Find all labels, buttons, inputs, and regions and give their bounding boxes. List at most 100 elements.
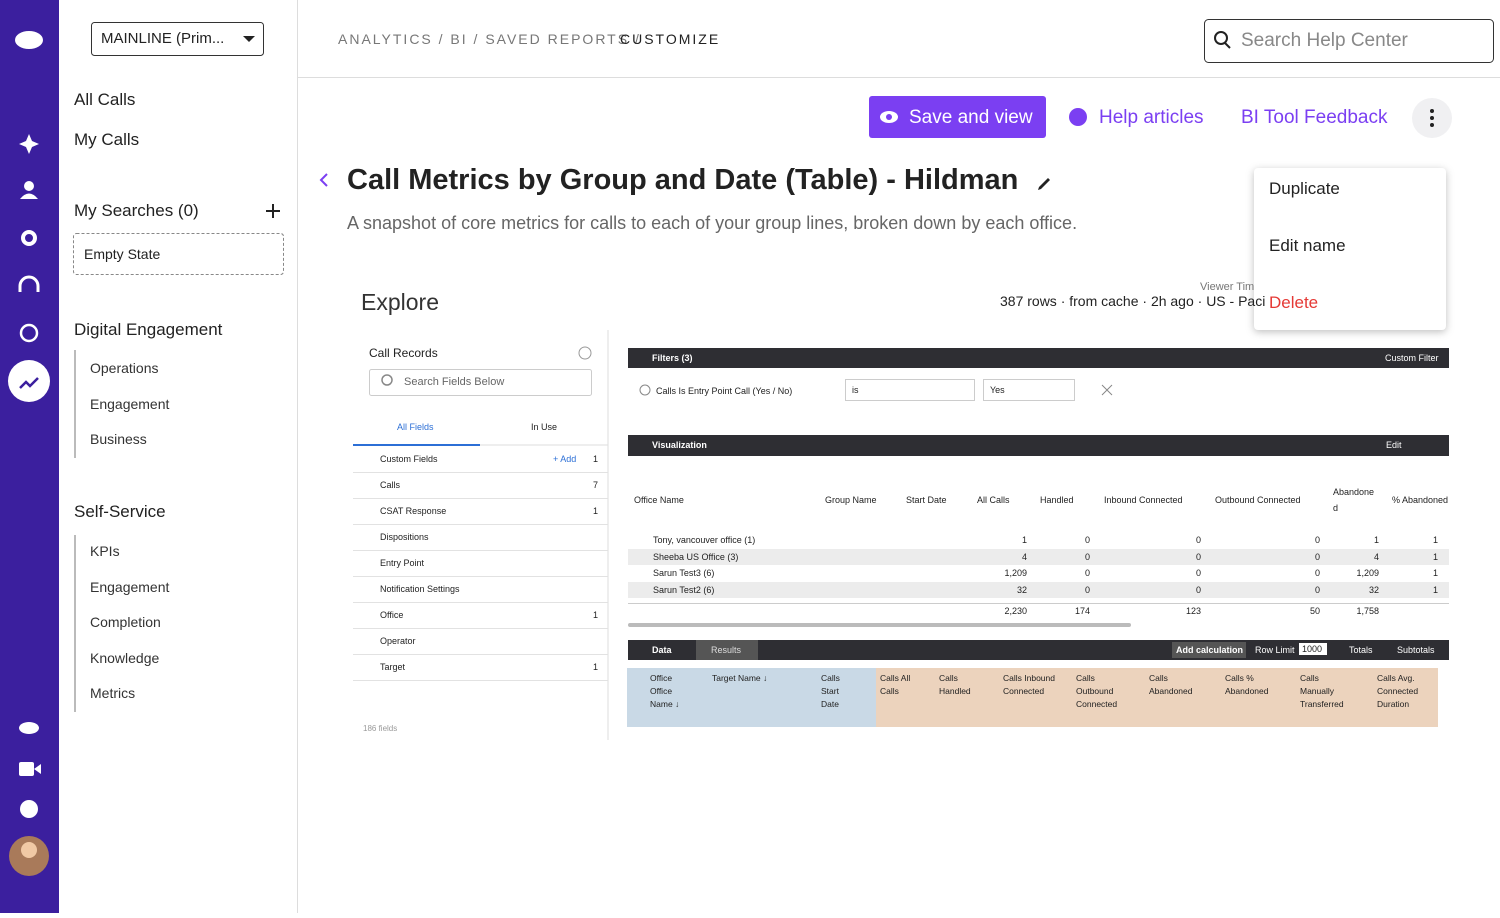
field-name[interactable]: Custom Fields [380,454,438,464]
save-button[interactable]: Save and view [909,107,1033,128]
column-header: Outbound Connected [1215,495,1301,505]
menu-item[interactable]: Delete [1269,293,1319,312]
bar-title: Filters (3) [652,353,693,363]
viz-bar [628,435,1449,456]
data-column-header[interactable]: Calls % Abandoned [1225,673,1269,696]
field-name[interactable]: Notification Settings [380,584,460,594]
field-search[interactable]: Search Fields Below [404,376,505,388]
cell: 1 [1373,535,1379,545]
field-name[interactable]: Office [380,610,404,620]
cell: 0 [1084,535,1090,545]
field-name[interactable]: Calls [380,480,401,490]
cell: 0 [1084,568,1090,579]
data-column-header[interactable]: Calls Handled [939,673,971,696]
tab[interactable]: All Fields [397,422,434,432]
field-name[interactable]: CSAT Response [380,506,447,516]
nav-item[interactable]: KPIs [90,543,120,559]
nav-item[interactable]: All Calls [74,90,136,109]
custom-filter[interactable]: Custom Filter [1385,353,1439,363]
field-count: 1 [593,662,599,672]
feedback-link[interactable]: BI Tool Feedback [1241,107,1388,128]
edit-link[interactable]: Edit [1386,440,1402,450]
top-bar [297,0,1500,78]
data-column-header[interactable]: Office Office Name ↓ [650,673,680,709]
data-column-header[interactable]: Target Name ↓ [712,673,768,683]
totals-toggle[interactable]: Totals [1349,645,1373,655]
nav-item[interactable]: Metrics [90,685,136,702]
nav-item[interactable]: Operations [90,360,159,376]
cell: 0 [1314,551,1320,562]
cell: Sheeba US Office (3) [653,551,739,562]
data-column-header[interactable]: Calls Abandoned [1149,673,1193,696]
field-name[interactable]: Target [380,662,406,672]
add-link[interactable]: + Add [553,454,577,464]
row-divider [353,628,608,629]
search-input[interactable]: Search Help Center [1241,30,1408,51]
nav-item[interactable]: Business [90,431,147,448]
data-column-header[interactable]: Calls Inbound Connected [1003,673,1055,696]
nav-item[interactable]: Engagement [90,395,170,412]
field-name[interactable]: Dispositions [380,532,429,542]
empty-state: Empty State [84,246,161,262]
nav-rail [0,0,59,913]
row-divider [353,524,608,525]
row-divider [353,472,608,473]
table-row [628,548,1449,565]
add-calculation[interactable]: Add calculation [1176,645,1244,655]
field-name[interactable]: Operator [380,636,416,646]
cell: 0 [1195,551,1201,562]
cell: 1,209 [1004,568,1027,579]
cell: 32 [1016,584,1027,595]
nav-item[interactable]: My Calls [74,130,140,149]
nav-item[interactable]: Knowledge [90,649,160,666]
cell: Tony, vancouver office (1) [653,535,756,545]
cell: 4 [1021,551,1027,562]
bar-title: Data [652,645,672,655]
help-link[interactable]: Help articles [1099,107,1204,128]
field-count: 1 [593,454,599,464]
menu-item[interactable]: Edit name [1269,236,1346,255]
filter-op[interactable]: is [852,385,859,395]
data-column-header[interactable]: Calls Outbound Connected [1076,673,1118,709]
subtotals-toggle[interactable]: Subtotals [1397,645,1435,655]
workspace-select[interactable]: MAINLINE (Prim... [101,30,225,47]
nav-item[interactable]: Completion [90,614,161,631]
nav-item[interactable]: Engagement [90,578,170,595]
row-divider [353,680,608,681]
field-name[interactable]: Entry Point [380,558,425,568]
report-description: A snapshot of core metrics for calls to … [347,213,1078,233]
filter-value[interactable]: Yes [990,385,1005,395]
tab[interactable]: In Use [531,422,558,432]
filter-field: Calls Is Entry Point Call (Yes / No) [656,386,793,396]
data-column-header[interactable]: Calls Avg. Connected Duration [1377,673,1419,709]
cell: 0 [1195,535,1201,545]
section-title: Digital Engagement [74,320,223,339]
bar-title: Visualization [652,440,707,450]
field-count: 7 [593,480,599,490]
cell: 1,209 [1356,568,1379,579]
menu-item[interactable]: Duplicate [1269,179,1340,198]
cell: 1 [1432,584,1438,595]
row-limit-input[interactable]: 1000 [1299,643,1327,655]
column-header: All Calls [977,495,1010,505]
add-calc-bg [1172,642,1246,658]
totals-row [628,603,1449,620]
table-row [628,532,1449,548]
column-header: Group Name [825,495,877,505]
data-column-header[interactable]: Calls Start Date [821,673,840,709]
total-cell: 174 [1074,606,1090,616]
cell: 0 [1314,584,1320,595]
data-column-header[interactable]: Calls All Calls [880,673,911,696]
field-count-total: 186 fields [363,724,398,733]
total-cell: 50 [1309,606,1320,616]
viewer-label: Viewer Tim [1200,281,1255,293]
results-tab-label[interactable]: Results [711,645,742,655]
cell: Sarun Test2 (6) [653,584,715,595]
data-column-header[interactable]: Calls Manually Transferred [1300,673,1344,709]
column-header: Start Date [906,495,947,505]
column-header: Abandone d [1333,487,1375,513]
column-header: Inbound Connected [1104,495,1183,505]
row-divider [353,550,608,551]
